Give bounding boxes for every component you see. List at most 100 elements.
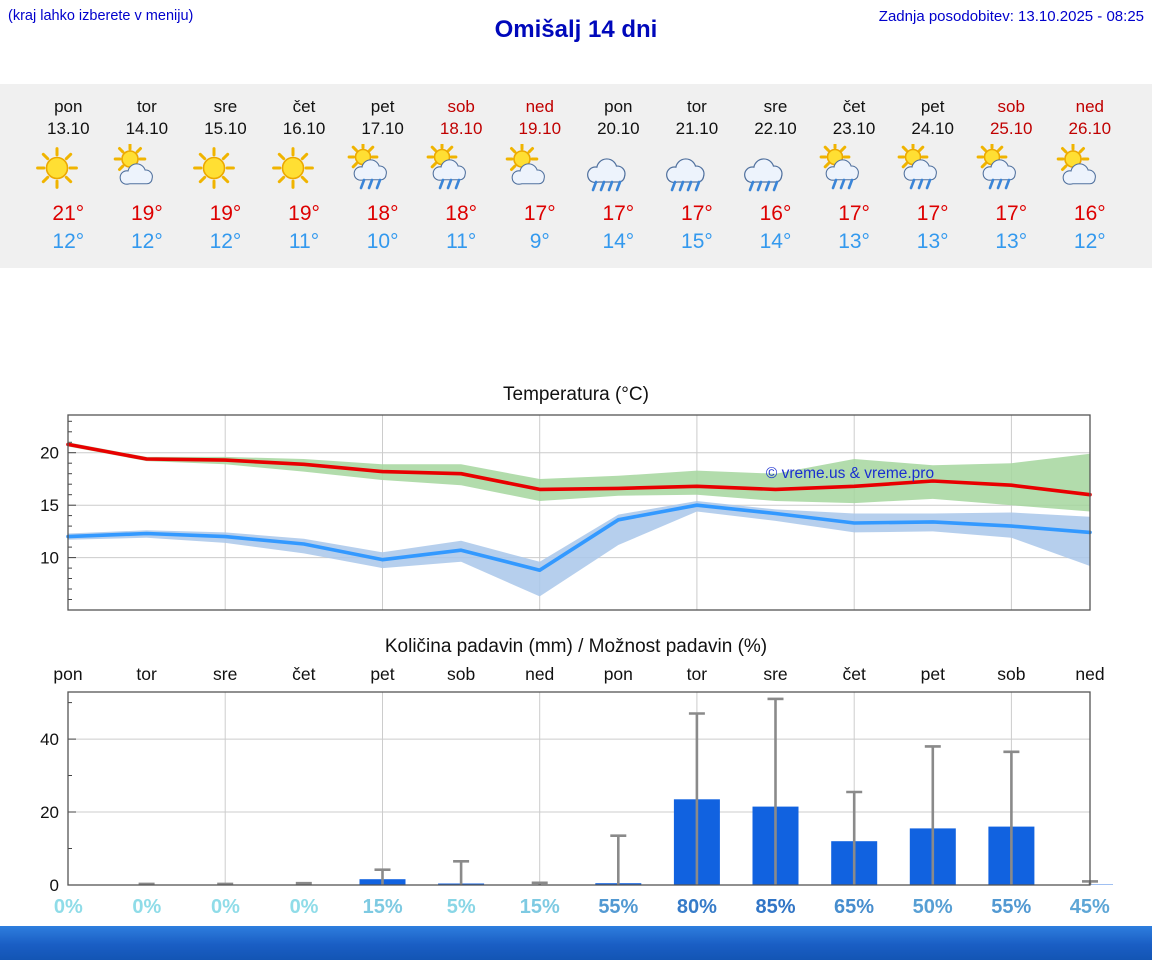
sun-rain-icon	[343, 144, 422, 192]
day-name: sob	[422, 96, 501, 118]
precip-probability-label: 0%	[29, 894, 108, 920]
low-temp: 14°	[579, 230, 658, 254]
precipitation-probability-row: 0%0%0%0%15%5%15%55%80%85%65%50%55%45%	[29, 894, 1129, 920]
day-date: 17.10	[343, 118, 422, 140]
rain-icon	[658, 144, 737, 192]
svg-text:čet: čet	[843, 664, 866, 684]
forecast-day: tor21.10 17° 15°	[658, 96, 737, 254]
forecast-day: sob25.1017°13°	[972, 96, 1051, 254]
day-name: tor	[658, 96, 737, 118]
temperature-section: Temperatura (°C) 101520© vreme.us & vrem…	[0, 384, 1152, 620]
day-date: 22.10	[736, 118, 815, 140]
sun-icon	[265, 144, 344, 192]
high-temp: 19°	[186, 202, 265, 226]
high-temp: 17°	[815, 202, 894, 226]
svg-text:pet: pet	[370, 664, 394, 684]
forecast-day: ned26.1016°12°	[1051, 96, 1130, 254]
day-name: pet	[893, 96, 972, 118]
forecast-day: tor14.1019°12°	[108, 96, 187, 254]
forecast-day: sob18.10 18° 11°	[422, 96, 501, 254]
sun-rain-icon	[422, 144, 501, 192]
svg-text:sob: sob	[997, 664, 1025, 684]
day-date: 19.10	[500, 118, 579, 140]
low-temp: 13°	[893, 230, 972, 254]
high-temp: 17°	[893, 202, 972, 226]
day-date: 14.10	[108, 118, 187, 140]
low-temp: 9°	[500, 230, 579, 254]
watermark: © vreme.us & vreme.pro	[766, 465, 934, 482]
rain-icon	[579, 144, 658, 192]
svg-text:čet: čet	[292, 664, 315, 684]
low-temp: 13°	[972, 230, 1051, 254]
sun-rain-icon	[972, 144, 1051, 192]
day-date: 25.10	[972, 118, 1051, 140]
day-name: ned	[1051, 96, 1130, 118]
day-name: ned	[500, 96, 579, 118]
high-temp: 17°	[658, 202, 737, 226]
footer-bar	[0, 926, 1152, 960]
forecast-day: čet16.1019°11°	[265, 96, 344, 254]
forecast-day: sre22.1016°14°	[736, 96, 815, 254]
svg-text:0: 0	[50, 876, 59, 892]
low-temp: 12°	[186, 230, 265, 254]
sun-rain-icon	[815, 144, 894, 192]
svg-text:15: 15	[40, 496, 59, 515]
high-temp: 16°	[736, 202, 815, 226]
forecast-day: čet23.1017°13°	[815, 96, 894, 254]
precip-probability-label: 15%	[343, 894, 422, 920]
svg-text:ned: ned	[1075, 664, 1104, 684]
day-name: pon	[29, 96, 108, 118]
day-name: pon	[579, 96, 658, 118]
precip-probability-label: 50%	[893, 894, 972, 920]
high-temp: 18°	[422, 202, 501, 226]
temperature-chart-title: Temperatura (°C)	[0, 384, 1152, 406]
sun-cloud-icon	[1051, 144, 1130, 192]
precip-probability-label: 85%	[736, 894, 815, 920]
svg-text:pon: pon	[53, 664, 82, 684]
low-temp: 11°	[422, 230, 501, 254]
precip-probability-label: 0%	[186, 894, 265, 920]
sun-icon	[186, 144, 265, 192]
day-date: 15.10	[186, 118, 265, 140]
precip-probability-label: 45%	[1051, 894, 1130, 920]
ad-spacer	[0, 268, 1152, 384]
day-date: 20.10	[579, 118, 658, 140]
svg-text:20: 20	[40, 444, 59, 463]
precip-probability-label: 65%	[815, 894, 894, 920]
svg-text:ned: ned	[525, 664, 554, 684]
low-temp: 10°	[343, 230, 422, 254]
sun-cloud-icon	[108, 144, 187, 192]
low-temp: 14°	[736, 230, 815, 254]
location-hint: (kraj lahko izberete v meniju)	[8, 8, 193, 24]
forecast-day: sre15.1019°12°	[186, 96, 265, 254]
low-temp: 15°	[658, 230, 737, 254]
day-name: čet	[815, 96, 894, 118]
sun-icon	[29, 144, 108, 192]
header: (kraj lahko izberete v meniju) Omišalj 1…	[0, 0, 1152, 58]
temperature-chart: 101520© vreme.us & vreme.pro	[0, 408, 1152, 620]
svg-text:sob: sob	[447, 664, 475, 684]
day-name: pet	[343, 96, 422, 118]
last-updated: Zadnja posodobitev: 13.10.2025 - 08:25	[879, 8, 1144, 25]
day-date: 13.10	[29, 118, 108, 140]
svg-text:20: 20	[40, 803, 59, 822]
day-date: 18.10	[422, 118, 501, 140]
low-temp: 11°	[265, 230, 344, 254]
forecast-day: pet24.1017°13°	[893, 96, 972, 254]
svg-text:pet: pet	[921, 664, 945, 684]
sun-cloud-icon	[500, 144, 579, 192]
forecast-day: pon20.1017°14°	[579, 96, 658, 254]
day-date: 21.10	[658, 118, 737, 140]
high-temp: 17°	[500, 202, 579, 226]
day-name: čet	[265, 96, 344, 118]
precipitation-section: Količina padavin (mm) / Možnost padavin …	[0, 636, 1152, 920]
svg-text:pon: pon	[604, 664, 633, 684]
precipitation-chart-title: Količina padavin (mm) / Možnost padavin …	[0, 636, 1152, 658]
high-temp: 19°	[108, 202, 187, 226]
high-temp: 19°	[265, 202, 344, 226]
day-date: 23.10	[815, 118, 894, 140]
low-temp: 12°	[1051, 230, 1130, 254]
rain-icon	[736, 144, 815, 192]
forecast-day: pon13.1021°12°	[29, 96, 108, 254]
day-name: sob	[972, 96, 1051, 118]
